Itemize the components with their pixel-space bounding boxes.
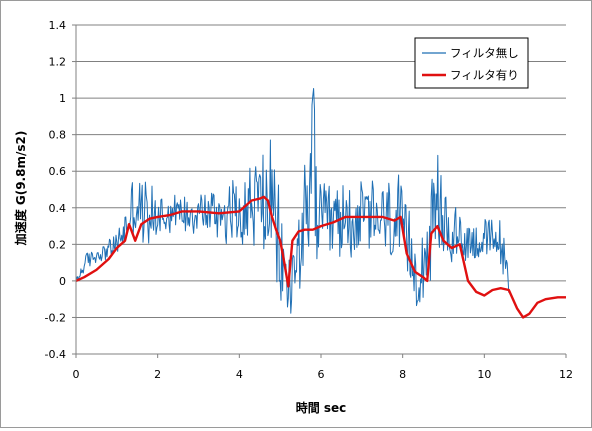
series-line-filtered — [75, 195, 566, 319]
x-tick-label: 12 — [559, 368, 573, 381]
y-tick-label: 0.6 — [49, 165, 67, 178]
y-tick-label: 1.2 — [49, 56, 67, 69]
y-tick-label: 1 — [59, 92, 66, 105]
legend-label-filtered: フィルタ有り — [450, 68, 519, 82]
y-tick-label: 0.2 — [49, 238, 67, 251]
y-tick-label: 0 — [59, 275, 66, 288]
y-tick-label: 0.8 — [49, 129, 67, 142]
x-tick-label: 0 — [73, 368, 80, 381]
x-tick-label: 6 — [318, 368, 325, 381]
x-tick-labels: 0 2 4 6 8 10 12 — [73, 354, 573, 381]
y-tick-label: -0.2 — [45, 311, 66, 324]
x-axis-title: 時間 sec — [296, 400, 347, 415]
x-tick-label: 4 — [236, 368, 243, 381]
grid-lines — [76, 24, 566, 318]
y-tick-label: 0.4 — [49, 202, 67, 215]
legend-label-unfiltered: フィルタ無し — [450, 46, 519, 60]
legend-box — [414, 37, 529, 89]
x-tick-label: 10 — [477, 368, 491, 381]
y-tick-label: 1.4 — [49, 19, 67, 32]
y-axis-title: 加速度 G(9.8m/s2) — [13, 131, 28, 247]
x-tick-label: 8 — [399, 368, 406, 381]
series-layer — [75, 88, 566, 319]
y-tick-label: -0.4 — [45, 348, 66, 361]
x-tick-label: 2 — [154, 368, 161, 381]
legend: フィルタ無し フィルタ有り — [414, 37, 529, 89]
y-tick-labels: -0.4 -0.2 0 0.2 0.4 0.6 0.8 1 1.2 1.4 — [45, 19, 76, 361]
series-line-unfiltered — [75, 88, 510, 314]
